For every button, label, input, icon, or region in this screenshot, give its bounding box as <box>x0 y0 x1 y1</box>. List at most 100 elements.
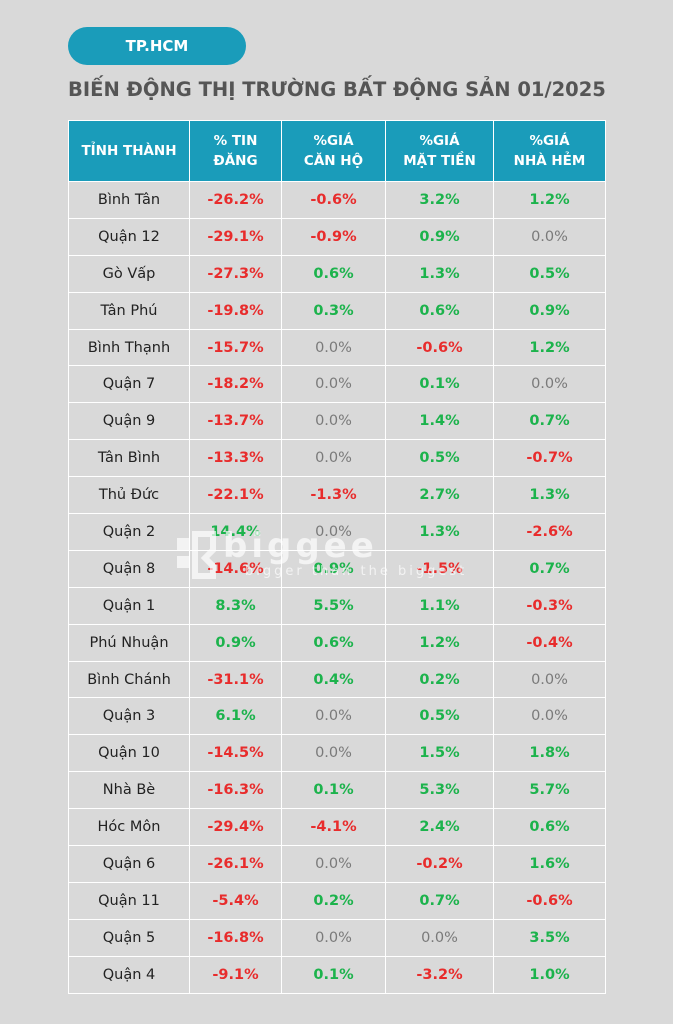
city-badge-label: TP.HCM <box>125 37 189 55</box>
cell-frontage: 1.1% <box>385 586 494 625</box>
cell-frontage: 5.3% <box>385 771 494 810</box>
cell-alley: 3.5% <box>493 918 606 957</box>
cell-listings: 0.9% <box>189 623 282 662</box>
cell-apartment: 0.2% <box>281 881 386 920</box>
cell-apartment: 0.1% <box>281 955 386 994</box>
table-row: Quận 1 8.3% 5.5% 1.1% -0.3% <box>68 586 606 625</box>
cell-apartment: -0.9% <box>281 217 386 256</box>
cell-listings: -29.4% <box>189 808 282 847</box>
table-header-row: TỈNH THÀNH % TIN ĐĂNG %GIÁ CĂN HỘ %GIÁ M… <box>68 120 606 182</box>
cell-province: Quận 3 <box>68 697 190 736</box>
cell-frontage: 0.6% <box>385 291 494 330</box>
header-alley-house-price: %GIÁ NHÀ HẺM <box>493 120 606 182</box>
cell-frontage: -0.6% <box>385 328 494 367</box>
cell-apartment: 0.0% <box>281 845 386 883</box>
table-row: Thủ Đức -22.1% -1.3% 2.7% 1.3% <box>68 476 606 515</box>
cell-apartment: -1.3% <box>281 476 386 515</box>
cell-frontage: 1.2% <box>385 623 494 662</box>
cell-listings: -15.7% <box>189 328 282 367</box>
cell-province: Quận 6 <box>68 845 190 883</box>
cell-alley: -2.6% <box>493 513 606 551</box>
cell-alley: 0.7% <box>493 402 606 441</box>
cell-listings: -19.8% <box>189 291 282 330</box>
cell-apartment: 0.4% <box>281 660 386 699</box>
table-body: Bình Tân -26.2% -0.6% 3.2% 1.2% Quận 12 -29.1%… <box>68 181 606 994</box>
cell-listings: -26.1% <box>189 845 282 883</box>
cell-frontage: -0.2% <box>385 845 494 883</box>
cell-province: Thủ Đức <box>68 476 190 515</box>
table-row: Quận 11 -5.4% 0.2% 0.7% -0.6% <box>68 881 606 920</box>
header-apartment-line1: %GIÁ <box>313 133 354 149</box>
table-row: Quận 9 -13.7% 0.0% 1.4% 0.7% <box>68 402 606 441</box>
header-listings-line2: ĐĂNG <box>213 153 258 169</box>
cell-alley: 1.8% <box>493 734 606 773</box>
cell-alley: 0.0% <box>493 365 606 404</box>
table-row: Nhà Bè -16.3% 0.1% 5.3% 5.7% <box>68 771 606 810</box>
cell-apartment: 0.0% <box>281 365 386 404</box>
table-row: Quận 5 -16.8% 0.0% 0.0% 3.5% <box>68 918 606 957</box>
table-row: Tân Phú -19.8% 0.3% 0.6% 0.9% <box>68 291 606 330</box>
cell-listings: -9.1% <box>189 955 282 994</box>
cell-frontage: 0.0% <box>385 918 494 957</box>
cell-frontage: 3.2% <box>385 181 494 219</box>
cell-listings: -14.5% <box>189 734 282 773</box>
cell-listings: -27.3% <box>189 254 282 293</box>
table-row: Quận 6 -26.1% 0.0% -0.2% 1.6% <box>68 845 606 883</box>
table-row: Phú Nhuận 0.9% 0.6% 1.2% -0.4% <box>68 623 606 662</box>
header-alley-line2: NHÀ HẺM <box>513 153 586 169</box>
cell-apartment: 5.5% <box>281 586 386 625</box>
cell-alley: 0.0% <box>493 697 606 736</box>
cell-listings: 14.4% <box>189 513 282 551</box>
cell-province: Tân Bình <box>68 439 190 478</box>
cell-alley: 1.6% <box>493 845 606 883</box>
cell-frontage: 0.2% <box>385 660 494 699</box>
table-row: Bình Chánh -31.1% 0.4% 0.2% 0.0% <box>68 660 606 699</box>
cell-apartment: 0.0% <box>281 402 386 441</box>
cell-frontage: 2.7% <box>385 476 494 515</box>
cell-alley: 5.7% <box>493 771 606 810</box>
cell-apartment: -4.1% <box>281 808 386 847</box>
page-title: BIẾN ĐỘNG THỊ TRƯỜNG BẤT ĐỘNG SẢN 01/202… <box>68 78 606 101</box>
cell-listings: -13.3% <box>189 439 282 478</box>
cell-listings: -18.2% <box>189 365 282 404</box>
table-row: Hóc Môn -29.4% -4.1% 2.4% 0.6% <box>68 808 606 847</box>
header-province-line1: TỈNH THÀNH <box>81 143 177 159</box>
cell-frontage: 2.4% <box>385 808 494 847</box>
table-row: Quận 10 -14.5% 0.0% 1.5% 1.8% <box>68 734 606 773</box>
cell-alley: 0.6% <box>493 808 606 847</box>
cell-listings: -13.7% <box>189 402 282 441</box>
cell-frontage: 1.3% <box>385 254 494 293</box>
cell-province: Tân Phú <box>68 291 190 330</box>
cell-province: Quận 12 <box>68 217 190 256</box>
cell-province: Quận 5 <box>68 918 190 957</box>
cell-frontage: 0.9% <box>385 217 494 256</box>
cell-alley: 1.2% <box>493 328 606 367</box>
cell-alley: -0.4% <box>493 623 606 662</box>
cell-frontage: 0.5% <box>385 439 494 478</box>
cell-province: Quận 9 <box>68 402 190 441</box>
table-row: Quận 4 -9.1% 0.1% -3.2% 1.0% <box>68 955 606 994</box>
cell-alley: 1.3% <box>493 476 606 515</box>
cell-alley: 0.5% <box>493 254 606 293</box>
cell-province: Nhà Bè <box>68 771 190 810</box>
header-listings: % TIN ĐĂNG <box>189 120 282 182</box>
cell-apartment: 0.0% <box>281 918 386 957</box>
cell-listings: 8.3% <box>189 586 282 625</box>
cell-alley: -0.3% <box>493 586 606 625</box>
cell-frontage: 0.5% <box>385 697 494 736</box>
cell-apartment: 0.0% <box>281 439 386 478</box>
cell-province: Bình Chánh <box>68 660 190 699</box>
cell-alley: 0.7% <box>493 549 606 588</box>
table-row: Tân Bình -13.3% 0.0% 0.5% -0.7% <box>68 439 606 478</box>
cell-province: Gò Vấp <box>68 254 190 293</box>
cell-frontage: 1.5% <box>385 734 494 773</box>
cell-apartment: 0.0% <box>281 697 386 736</box>
table-row: Quận 2 14.4% 0.0% 1.3% -2.6% <box>68 513 606 551</box>
cell-province: Phú Nhuận <box>68 623 190 662</box>
cell-alley: 1.0% <box>493 955 606 994</box>
cell-alley: -0.7% <box>493 439 606 478</box>
cell-alley: 0.9% <box>493 291 606 330</box>
cell-province: Quận 1 <box>68 586 190 625</box>
header-frontage-line1: %GIÁ <box>419 133 460 149</box>
cell-frontage: 1.4% <box>385 402 494 441</box>
